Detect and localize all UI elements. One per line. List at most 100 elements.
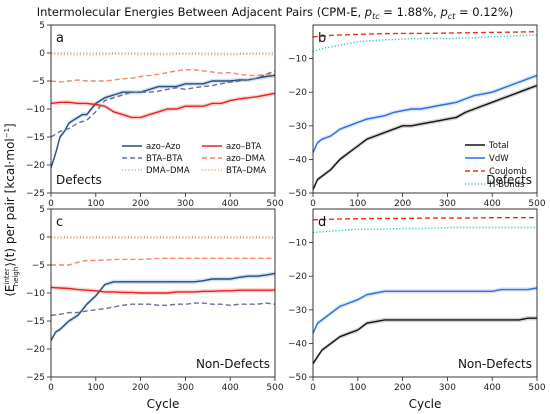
x-tick-label: 300	[177, 199, 194, 209]
x-tick-label: 100	[87, 199, 104, 209]
y-tick-label: −5	[32, 261, 45, 271]
x-tick-label: 300	[439, 199, 456, 209]
series-line	[51, 272, 275, 341]
panel-caption: Defects	[486, 173, 532, 187]
x-tick-label: 200	[394, 199, 411, 209]
x-tick-label: 100	[349, 199, 366, 209]
x-tick-label: 200	[132, 383, 149, 393]
legend-entry: Total	[488, 141, 509, 151]
legend-entry: azo–BTA	[226, 142, 261, 152]
y-axis-label: ⟨Einterneigh⟩(t) per pair [kcal·mol−1]	[3, 123, 20, 297]
x-tick-label: 500	[266, 383, 283, 393]
y-tick-label: −20	[288, 88, 307, 98]
y-tick-label: −10	[26, 105, 45, 115]
x-tick-label: 400	[484, 199, 501, 209]
y-tick-label: 0	[39, 49, 45, 59]
legend: Total VdW Coulomb H-Bonds	[465, 141, 527, 190]
ylabel-part: ⟩(t) per pair [kcal·mol	[3, 138, 17, 266]
x-tick-label: 200	[394, 383, 411, 393]
y-tick-label: −50	[288, 373, 307, 383]
title-part: p	[364, 5, 372, 19]
x-tick-label: 400	[222, 383, 239, 393]
legend-entry: BTA–BTA	[146, 154, 183, 164]
x-tick-label: 0	[310, 199, 316, 209]
x-tick-label: 100	[87, 383, 104, 393]
ylabel-part: neigh	[12, 267, 20, 287]
title-part: = 0.12%)	[455, 5, 513, 19]
y-tick-label: −15	[26, 133, 45, 143]
series-band	[51, 91, 275, 120]
y-tick-label: −25	[26, 373, 45, 383]
x-tick-label: 500	[528, 199, 545, 209]
series-line	[51, 74, 275, 169]
legend-entry: azo–Azo	[146, 142, 181, 152]
y-axis-label-text: ⟨Einterneigh⟩(t) per pair [kcal·mol−1]	[3, 123, 20, 297]
y-tick-label: −10	[288, 55, 307, 65]
series-line	[313, 31, 537, 38]
plot-frame	[50, 24, 276, 194]
x-tick-label: 0	[48, 199, 54, 209]
y-tick-label: −25	[26, 189, 45, 199]
legend-entry: Coulomb	[489, 167, 527, 177]
y-tick-label: −20	[288, 272, 307, 282]
series-band	[313, 316, 537, 366]
legend-entry: VdW	[489, 154, 509, 164]
series-line	[313, 84, 537, 190]
x-tick-label: 300	[439, 383, 456, 393]
x-tick-label: 0	[310, 383, 316, 393]
panel-caption: Non-Defects	[196, 357, 270, 371]
y-tick-label: −5	[32, 77, 45, 87]
ylabel-part: ⟨E	[3, 284, 17, 296]
figure-title: Intermolecular Energies Between Adjacent…	[37, 5, 514, 21]
y-tick-label: −10	[26, 289, 45, 299]
series-line	[313, 287, 537, 334]
x-axis-label-right: Cycle	[409, 397, 442, 411]
y-tick-label: 0	[39, 233, 45, 243]
series-line	[51, 92, 275, 119]
panel-caption: Defects	[56, 173, 102, 187]
ylabel-part: −1	[3, 128, 11, 138]
y-tick-label: −15	[26, 317, 45, 327]
series-line	[51, 52, 275, 55]
series-line	[313, 216, 537, 221]
x-tick-label: 200	[132, 199, 149, 209]
series-line	[51, 302, 275, 317]
panel-label: a	[56, 31, 64, 46]
series-line	[51, 257, 275, 266]
legend: azo–Azo azo–BTA BTA–BTA azo–DMA DMA–DMA BTA–D…	[122, 142, 266, 176]
legend-entry: azo–DMA	[226, 154, 265, 164]
title-part: p	[439, 5, 447, 19]
y-tick-label: −20	[26, 345, 45, 355]
series-line	[313, 226, 537, 234]
title-part: ct	[448, 12, 456, 21]
title-part: tc	[372, 12, 380, 21]
y-tick-label: −30	[288, 122, 307, 132]
panel-label: c	[56, 215, 63, 230]
series-line	[51, 69, 275, 83]
x-tick-label: 500	[266, 199, 283, 209]
title-part: Intermolecular Energies Between Adjacent…	[37, 5, 365, 19]
ylabel-part: ]	[3, 123, 17, 128]
x-tick-label: 500	[528, 383, 545, 393]
series-line	[313, 317, 537, 364]
series-band	[313, 285, 537, 336]
legend-entry: BTA–DMA	[226, 166, 266, 176]
plot-frame	[312, 208, 538, 378]
y-tick-label: −20	[26, 161, 45, 171]
series-line	[51, 53, 275, 56]
x-axis-label-left: Cycle	[147, 397, 180, 411]
panel-label: b	[318, 31, 326, 46]
panel-label: d	[318, 215, 326, 230]
y-tick-label: −10	[288, 239, 307, 249]
series-line	[51, 286, 275, 294]
x-tick-label: 100	[349, 383, 366, 393]
plot-area	[313, 209, 537, 377]
y-tick-label: −40	[288, 339, 307, 349]
y-tick-label: 5	[39, 21, 45, 31]
plot-area	[313, 25, 537, 193]
y-tick-label: −50	[288, 189, 307, 199]
